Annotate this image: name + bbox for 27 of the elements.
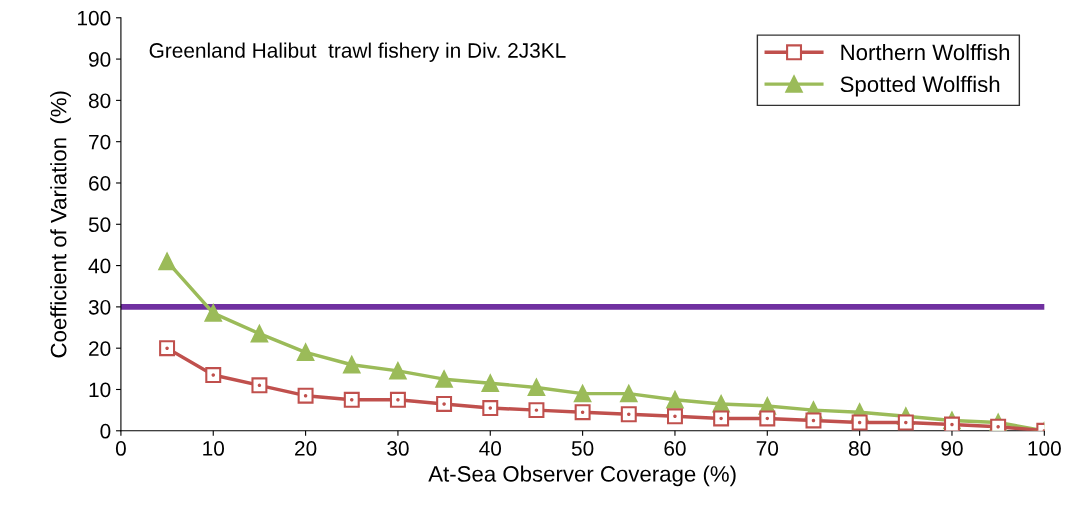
x-tick-label: 0 xyxy=(115,441,126,456)
y-tick-label: 70 xyxy=(89,134,111,150)
x-tick-label: 40 xyxy=(479,441,502,456)
y-tick-label: 90 xyxy=(88,52,111,67)
y-tick-label: 10 xyxy=(89,382,111,398)
legend-label: Spotted Wolffish xyxy=(840,75,1000,97)
x-tick-label: 10 xyxy=(203,441,225,456)
x-tick-label: 20 xyxy=(295,441,317,456)
x-tick-label: 100 xyxy=(1028,441,1061,456)
x-tick-label: 50 xyxy=(571,441,594,456)
y-tick-label: 0 xyxy=(100,423,111,439)
legend-label: Northern Wolffish xyxy=(841,43,1010,61)
y-tick-label: 60 xyxy=(89,175,111,191)
x-tick-label: 70 xyxy=(756,441,779,456)
x-axis-title: At-Sea Observer Coverage (%) xyxy=(428,465,736,487)
x-tick-label: 80 xyxy=(848,441,871,456)
x-tick-label: 30 xyxy=(387,441,409,456)
y-tick-label: 80 xyxy=(88,93,111,109)
y-tick-label: 50 xyxy=(88,217,111,233)
annotation: Greenland Halibut trawl fishery in Div. 2J3KL xyxy=(149,42,566,62)
y-tick-label: 30 xyxy=(88,299,111,315)
y-tick-label: 100 xyxy=(78,10,111,26)
x-tick-label: 90 xyxy=(941,441,963,456)
x-tick-label: 60 xyxy=(664,441,686,456)
y-axis-title: Coefficient of Variation (%) xyxy=(50,91,71,358)
y-tick-label: 40 xyxy=(88,258,111,274)
y-tick-label: 20 xyxy=(89,341,111,356)
